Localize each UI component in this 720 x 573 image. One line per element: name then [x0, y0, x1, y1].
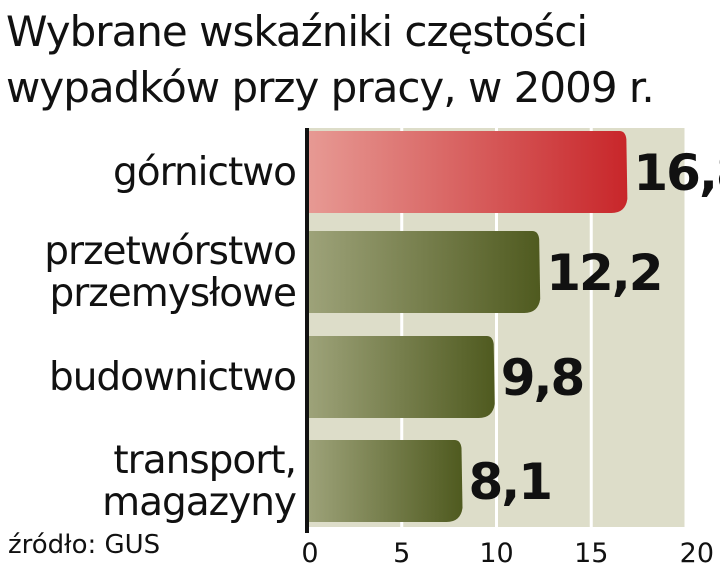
x-tick-label-0: 0	[301, 538, 318, 569]
category-label-1-0: przetwórstwo	[44, 229, 296, 274]
value-label-2: 9,8	[501, 349, 584, 407]
x-tick-label-10: 10	[479, 538, 513, 569]
value-label-3: 8,1	[468, 453, 551, 511]
bar-1	[307, 231, 541, 313]
category-label-1-1: przemysłowe	[50, 271, 296, 316]
category-label-0-0: górnictwo	[113, 150, 296, 195]
chart-title-line-2: wypadków przy pracy, w 2009 r.	[6, 63, 655, 112]
bar-3	[307, 440, 463, 522]
chart-title-line-1: Wybrane wskaźniki częstości	[6, 7, 588, 56]
value-label-1: 12,2	[546, 244, 661, 302]
x-tick-label-5: 5	[393, 538, 410, 569]
x-tick-label-20: 20	[680, 538, 714, 569]
plot-area: 16,8 górnictwo 12,2 przetwórstwoprzemysłowe…	[44, 128, 720, 569]
chart-title: Wybrane wskaźniki częstości wypadków prz…	[6, 4, 716, 116]
category-label-2-0: budownictwo	[49, 355, 296, 400]
category-label-3-0: transport,	[113, 438, 296, 483]
bar-2	[307, 336, 495, 418]
value-label-0: 16,8	[633, 144, 720, 202]
category-label-3-1: magazyny	[102, 480, 296, 525]
x-tick-label-15: 15	[574, 538, 608, 569]
source-note: źródło: GUS	[8, 530, 161, 560]
bar-0	[307, 131, 628, 213]
